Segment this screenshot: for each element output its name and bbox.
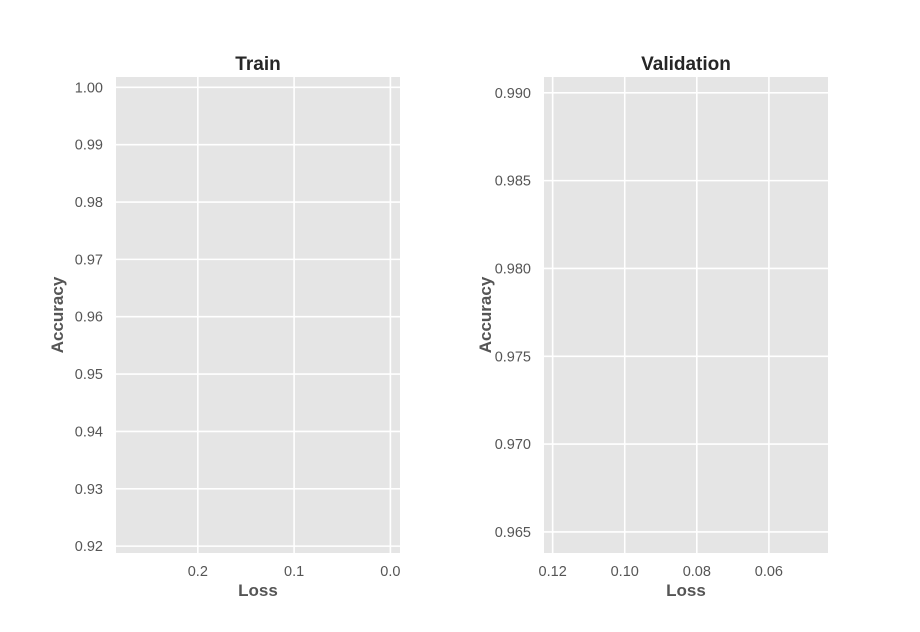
validation-y-axis-label: Accuracy [476,276,495,353]
validation-y-tick-label: 0.980 [495,261,531,277]
validation-x-axis-label: Loss [666,581,706,600]
train-y-ticks: 0.92 0.93 0.94 0.95 0.96 0.97 0.98 0.99 1.00 [75,80,103,555]
train-y-tick-label: 1.00 [75,80,103,96]
validation-x-tick-label: 0.06 [755,564,783,580]
validation-x-tick-label: 0.08 [683,564,711,580]
train-x-tick-label: 0.0 [380,564,400,580]
train-x-tick-label: 0.1 [284,564,304,580]
train-y-tick-label: 0.98 [75,195,103,211]
validation-y-tick-label: 0.985 [495,174,531,190]
train-grid [116,77,400,553]
train-x-axis-label: Loss [238,581,278,600]
train-title: Train [235,54,280,75]
validation-y-tick-label: 0.965 [495,525,531,541]
train-y-tick-label: 0.92 [75,539,103,555]
validation-y-tick-label: 0.975 [495,349,531,365]
validation-x-ticks: 0.12 0.10 0.08 0.06 [539,564,783,580]
validation-grid [544,77,828,553]
validation-y-ticks: 0.965 0.970 0.975 0.980 0.985 0.990 [495,86,531,541]
train-y-tick-label: 0.99 [75,138,103,154]
train-y-tick-label: 0.95 [75,367,103,383]
train-y-tick-label: 0.93 [75,482,103,498]
validation-plot-area [544,77,828,553]
validation-title: Validation [641,54,731,75]
validation-y-tick-label: 0.970 [495,437,531,453]
train-panel: 0.92 0.93 0.94 0.95 0.96 0.97 0.98 0.99 1.00 0.2… [48,54,400,600]
train-y-tick-label: 0.97 [75,252,103,268]
train-x-ticks: 0.2 0.1 0.0 [188,564,401,580]
validation-x-tick-label: 0.10 [611,564,639,580]
validation-y-tick-label: 0.990 [495,86,531,102]
train-plot-area [116,77,400,553]
train-y-tick-label: 0.96 [75,310,103,326]
train-y-tick-label: 0.94 [75,424,103,440]
train-x-tick-label: 0.2 [188,564,208,580]
train-y-axis-label: Accuracy [48,276,67,353]
validation-x-tick-label: 0.12 [539,564,567,580]
